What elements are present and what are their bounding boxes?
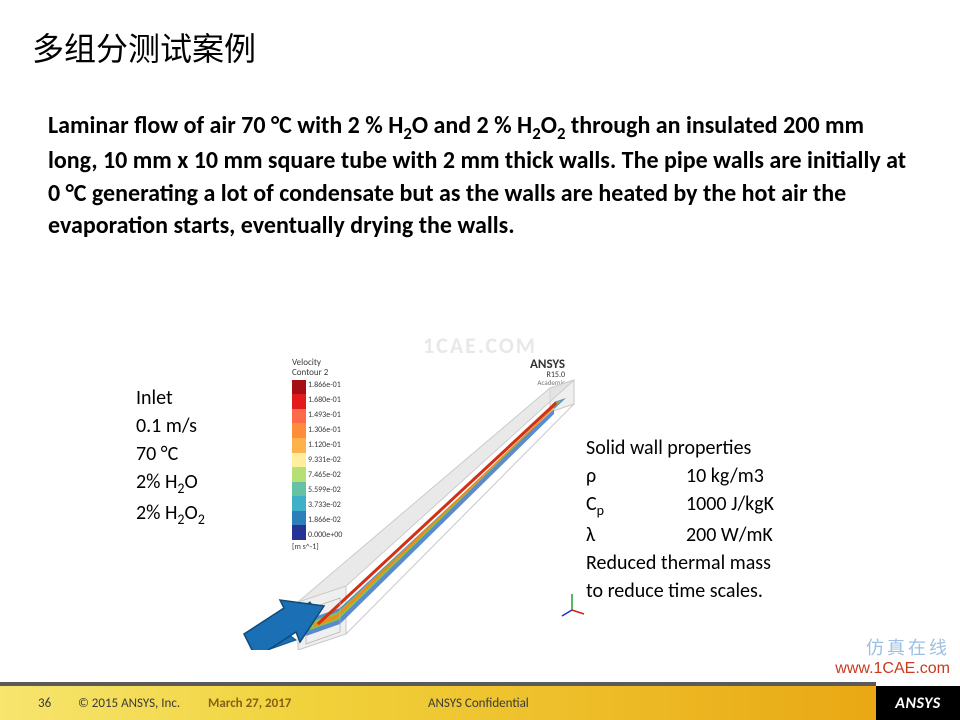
wall-properties: Solid wall properties ρ 10 kg/m3 Cp 1000…: [586, 434, 774, 605]
copyright-text: © 2015 ANSYS, Inc.: [78, 696, 180, 711]
inlet-properties: Inlet 0.1 m/s 70 °C 2% H2O 2% H2O2: [136, 384, 205, 529]
wall-sym: λ: [586, 521, 686, 549]
inlet-line: 70 °C: [136, 440, 205, 468]
confidential-text: ANSYS Confidential: [428, 696, 529, 711]
wall-sym: ρ: [586, 462, 686, 490]
wall-val: 10 kg/m3: [686, 462, 764, 490]
page-number: 36: [38, 696, 51, 711]
watermark-text: 1CAE.COM: [423, 332, 537, 359]
tube-diagram: [240, 370, 600, 650]
slide-footer: 36 © 2015 ANSYS, Inc. March 27, 2017 ANS…: [0, 682, 960, 720]
wall-row: λ 200 W/mK: [586, 521, 774, 549]
slide-title: 多组分测试案例: [32, 24, 256, 70]
inlet-line: 2% H2O2: [136, 499, 205, 530]
orientation-triad-icon: [558, 590, 586, 618]
ansys-logo: ANSYS: [876, 686, 960, 720]
wall-sym: Cp: [586, 490, 686, 521]
watermark-url: 仿真在线 www.1CAE.com: [835, 634, 950, 678]
footer-date: March 27, 2017: [208, 696, 291, 711]
wall-val: 200 W/mK: [686, 521, 773, 549]
wall-heading: Solid wall properties: [586, 434, 774, 462]
inlet-line: 2% H2O: [136, 468, 205, 499]
wall-note: to reduce time scales.: [586, 577, 774, 605]
inlet-heading: Inlet: [136, 384, 205, 412]
wall-row: ρ 10 kg/m3: [586, 462, 774, 490]
body-paragraph: Laminar flow of air 70 °C with 2 % H2O a…: [48, 110, 912, 243]
inlet-line: 0.1 m/s: [136, 412, 205, 440]
wall-val: 1000 J/kgK: [686, 490, 774, 521]
wall-note: Reduced thermal mass: [586, 549, 774, 577]
wall-row: Cp 1000 J/kgK: [586, 490, 774, 521]
